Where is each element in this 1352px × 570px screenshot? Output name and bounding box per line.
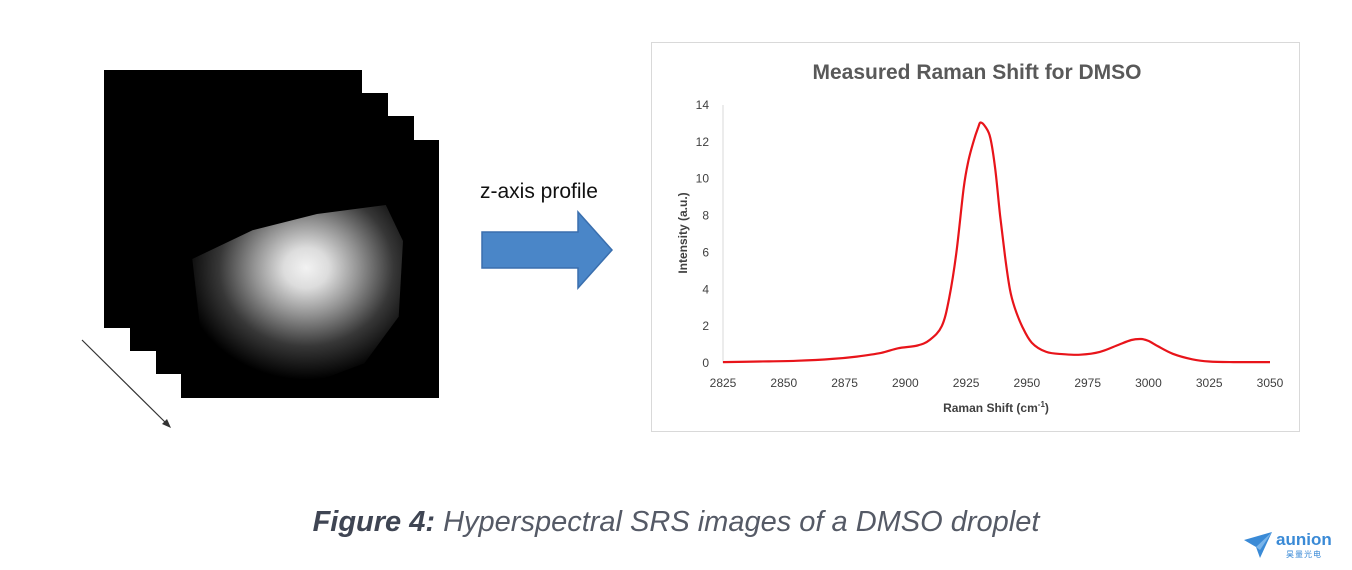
- arrow-icon: [481, 210, 614, 290]
- logo-name: aunion: [1276, 530, 1332, 549]
- caption-label: Figure 4:: [312, 506, 436, 538]
- y-tick-label: 12: [696, 135, 710, 149]
- figure-caption: Figure 4: Hyperspectral SRS images of a …: [0, 506, 1352, 539]
- y-axis-label: Intensity (a.u.): [676, 192, 690, 273]
- series-line: [722, 121, 1271, 364]
- y-tick-label: 10: [696, 172, 710, 186]
- y-tick-label: 14: [696, 98, 710, 112]
- y-tick-label: 8: [702, 209, 709, 223]
- y-tick-label: 2: [702, 319, 709, 333]
- caption-text: Hyperspectral SRS images of a DMSO dropl…: [435, 506, 1040, 538]
- x-tick-label: 2850: [770, 376, 797, 390]
- x-tick-label: 2975: [1074, 376, 1101, 390]
- y-tick-label: 0: [702, 356, 709, 370]
- x-tick-label: 3000: [1135, 376, 1162, 390]
- x-tick-label: 3025: [1196, 376, 1223, 390]
- x-tick-label: 2825: [710, 376, 737, 390]
- x-tick-label: 2925: [953, 376, 980, 390]
- x-tick-label: 3050: [1257, 376, 1284, 390]
- x-axis-label: Raman Shift (cm-1): [943, 400, 1049, 415]
- logo-sub: 昊量光电: [1286, 550, 1322, 559]
- y-tick-label: 6: [702, 245, 709, 259]
- aunion-logo-icon: [1244, 532, 1272, 558]
- chart-panel: Measured Raman Shift for DMSO 0 2 4 6 8 10 12 1…: [651, 42, 1300, 432]
- x-tick-label: 2875: [831, 376, 858, 390]
- y-tick-label: 4: [702, 282, 709, 296]
- x-tick-label: 2950: [1014, 376, 1041, 390]
- arrow-label: z-axis profile: [480, 180, 598, 203]
- raman-chart: Measured Raman Shift for DMSO 0 2 4 6 8 10 12 1…: [676, 61, 1284, 415]
- chart-title: Measured Raman Shift for DMSO: [812, 61, 1141, 84]
- x-tick-label: 2900: [892, 376, 919, 390]
